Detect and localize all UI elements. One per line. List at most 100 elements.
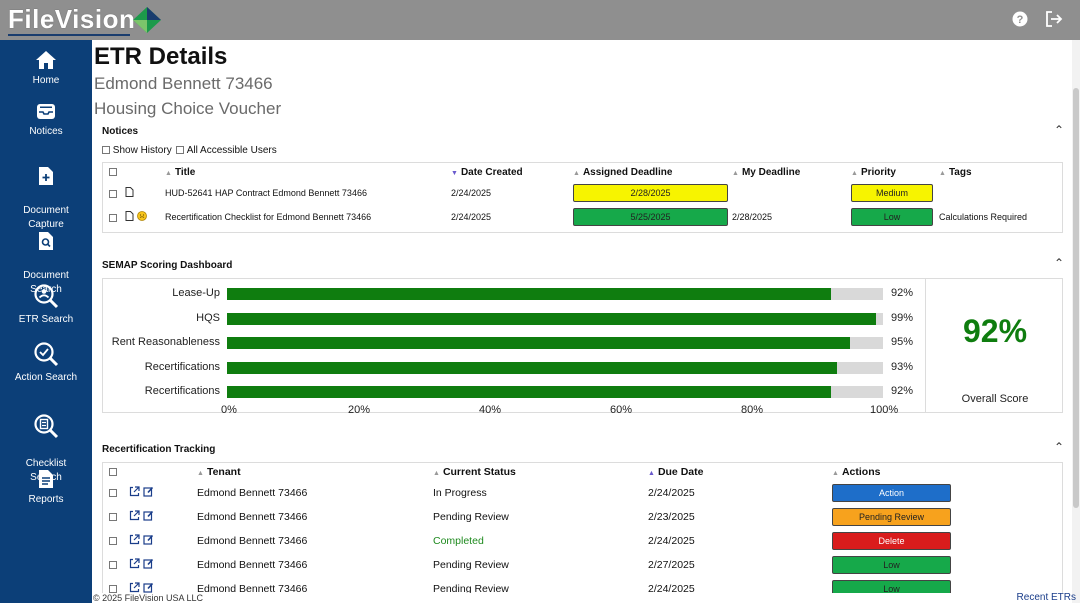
sidebar-item-label: Document Capture (23, 205, 69, 230)
checklist-search-icon (34, 414, 59, 439)
etr-search-icon (34, 284, 59, 309)
action-button[interactable]: Pending Review (832, 508, 951, 526)
filevision-logo[interactable]: FileVision (8, 4, 161, 36)
col-tags[interactable]: ▲ Tags (939, 166, 972, 178)
table-row[interactable]: Recertification Checklist for Edmond Ben… (103, 205, 1062, 229)
warning-face-icon (136, 211, 147, 221)
open-external-icon[interactable] (129, 582, 140, 593)
edit-icon[interactable] (143, 558, 154, 569)
all-users-checkbox[interactable] (176, 146, 185, 155)
sidebar-item-document-search[interactable]: Document Search (0, 217, 92, 297)
open-external-icon[interactable] (129, 510, 140, 521)
semap-collapse-icon[interactable]: ⌃ (1053, 256, 1064, 270)
col-actions[interactable]: ▲ Actions (832, 466, 881, 478)
edit-icon[interactable] (143, 510, 154, 521)
table-row[interactable]: HUD-52641 HAP Contract Edmond Bennett 73… (103, 181, 1062, 205)
open-external-icon[interactable] (129, 558, 140, 569)
table-row[interactable]: Edmond Bennett 73466 In Progress 2/24/2025… (103, 481, 1062, 505)
page-scrollbar[interactable] (1072, 40, 1080, 603)
action-button[interactable]: Low (832, 556, 951, 574)
tags: Calculations Required (939, 212, 1028, 222)
semap-bar-chart: 0% 20% 40% 60% 80% 100% Lease-Up 92% HQS 99… (103, 279, 925, 416)
main-content: ETR Details Edmond Bennett 73466 Housing… (92, 40, 1072, 603)
assigned-deadline-badge: 5/25/2025 (573, 208, 728, 226)
search-icon (34, 342, 59, 367)
row-checkbox[interactable] (109, 561, 117, 570)
axis-tick-label: 80% (741, 404, 764, 416)
document-plus-icon (39, 167, 53, 185)
logout-icon[interactable] (1044, 9, 1064, 29)
tenant-name: Edmond Bennett 73466 (94, 74, 273, 93)
tracking-header-row: ▲ Tenant ▲ Current Status ▲ Due Date ▲ Actio… (103, 463, 1062, 481)
edit-icon[interactable] (143, 534, 154, 545)
sidebar-item-label: Document Search (23, 270, 69, 295)
sidebar-item-home[interactable]: Home (0, 50, 92, 88)
notices-table-panel: ▲ Title ▼ Date Created ▲ Assigned Deadline … (102, 162, 1063, 233)
col-assigned-deadline[interactable]: ▲ Assigned Deadline (573, 166, 673, 178)
table-row[interactable]: Edmond Bennett 73466 Completed 2/24/2025 De… (103, 529, 1062, 553)
edit-icon[interactable] (143, 486, 154, 497)
sidebar: Home Notices Document Capture Document S… (0, 40, 92, 603)
row-checkbox[interactable] (109, 189, 117, 198)
axis-tick-label: 0% (221, 404, 237, 416)
sidebar-item-action-search[interactable]: Action Search (0, 341, 92, 385)
status-text: Pending Review (433, 511, 509, 523)
due-date: 2/24/2025 (648, 487, 695, 499)
document-icon[interactable] (125, 187, 134, 197)
document-search-icon (39, 232, 53, 250)
notice-title-link[interactable]: HUD-52641 HAP Contract Edmond Bennett 73… (165, 188, 367, 198)
col-due-date[interactable]: ▲ Due Date (648, 466, 704, 478)
sidebar-item-notices[interactable]: Notices (0, 101, 92, 139)
table-row[interactable]: Edmond Bennett 73466 Pending Review 2/24/2… (103, 577, 1062, 593)
row-checkbox[interactable] (109, 513, 117, 522)
notices-collapse-icon[interactable]: ⌃ (1053, 123, 1064, 137)
action-button[interactable]: Delete (832, 532, 951, 550)
document-icon[interactable] (125, 211, 134, 221)
sidebar-item-document-capture[interactable]: Document Capture (0, 152, 92, 232)
row-checkbox[interactable] (109, 489, 117, 498)
action-button[interactable]: Low (832, 580, 951, 593)
row-checkbox[interactable] (109, 585, 117, 593)
select-all-checkbox[interactable] (109, 167, 117, 176)
bar-track (227, 361, 883, 374)
open-external-icon[interactable] (129, 534, 140, 545)
tenant-name: Edmond Bennett 73466 (197, 487, 308, 499)
bar-label: Recertifications (144, 385, 220, 397)
col-date-created[interactable]: ▼ Date Created (451, 166, 523, 178)
table-row[interactable]: Edmond Bennett 73466 Pending Review 2/23/2… (103, 505, 1062, 529)
show-history-label: Show History (112, 145, 172, 156)
edit-icon[interactable] (143, 582, 154, 593)
col-title[interactable]: ▲ Title (165, 166, 196, 178)
home-icon (36, 51, 56, 69)
notices-filters: Show History All Accessible Users (102, 145, 277, 156)
sidebar-item-reports[interactable]: Reports (0, 469, 92, 507)
bar-track (227, 386, 883, 398)
bar-fill (227, 386, 831, 398)
scrollbar-thumb[interactable] (1073, 88, 1079, 508)
tracking-collapse-icon[interactable]: ⌃ (1053, 440, 1064, 454)
notice-title-link[interactable]: Recertification Checklist for Edmond Ben… (165, 212, 372, 222)
col-my-deadline[interactable]: ▲ My Deadline (732, 166, 801, 178)
col-tenant[interactable]: ▲ Tenant (197, 466, 241, 478)
copyright: © 2025 FileVision USA LLC (93, 593, 204, 603)
bar-value-label: 95% (891, 336, 914, 348)
sidebar-item-etr-search[interactable]: ETR Search (0, 283, 92, 327)
date-created: 2/24/2025 (451, 188, 492, 198)
select-all-checkbox[interactable] (109, 467, 117, 476)
row-checkbox[interactable] (109, 213, 117, 222)
logo-underline (8, 34, 130, 36)
col-current-status[interactable]: ▲ Current Status (433, 466, 516, 478)
bar-label: Rent Reasonableness (111, 336, 220, 348)
help-icon[interactable]: ? (1010, 9, 1030, 29)
col-priority[interactable]: ▲ Priority (851, 166, 896, 178)
row-checkbox[interactable] (109, 537, 117, 546)
sidebar-item-label: Action Search (14, 372, 78, 383)
open-external-icon[interactable] (129, 486, 140, 497)
recent-etrs-link[interactable]: Recent ETRs (1016, 592, 1076, 603)
action-button[interactable]: Action (832, 484, 951, 502)
program-name: Housing Choice Voucher (94, 99, 282, 118)
table-row[interactable]: Edmond Bennett 73466 Pending Review 2/27/2… (103, 553, 1062, 577)
bar-value-label: 92% (891, 287, 914, 299)
bar-label: HQS (196, 311, 220, 324)
show-history-checkbox[interactable] (102, 146, 110, 155)
